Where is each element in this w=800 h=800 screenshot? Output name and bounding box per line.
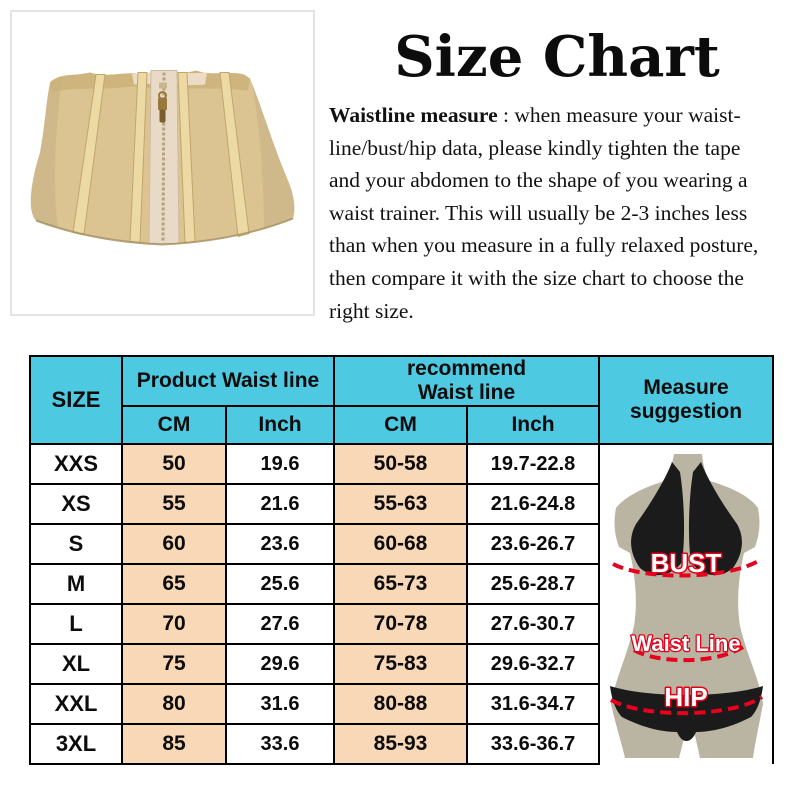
header-product-waistline: Product Waist line (120, 355, 336, 407)
cell-product-inch: 27.6 (224, 603, 336, 645)
text-line: than when you measure in a fully relaxed… (329, 233, 759, 258)
cell-product-inch: 19.6 (224, 443, 336, 485)
instructions-lead: Waistline measure (329, 103, 498, 127)
header-product-inch: Inch (224, 405, 336, 445)
header-measure-line2: suggestion (630, 400, 743, 423)
corset-hem (35, 217, 294, 246)
text-line: and your abdomen to the shape of you wea… (329, 168, 748, 193)
cell-recommend-cm: 85-93 (333, 723, 469, 765)
cell-product-inch: 31.6 (224, 683, 336, 725)
header-size: SIZE (29, 355, 123, 445)
measure-instructions: Waistline measure : when measure your wa… (329, 99, 795, 327)
waist-line (633, 645, 745, 663)
cell-recommend-cm: 55-63 (333, 483, 469, 525)
cell-recommend-inch: 25.6-28.7 (466, 563, 601, 605)
cell-size: XS (29, 483, 123, 525)
cell-size: L (29, 603, 123, 645)
cell-size: M (29, 563, 123, 605)
header-row-1: SIZE Product Waist line recommend Waist … (29, 355, 775, 445)
cell-size: XXL (29, 683, 123, 725)
bust-line (612, 558, 762, 578)
cell-product-inch: 33.6 (224, 723, 336, 765)
header-recommend-line1: recommend (407, 357, 527, 380)
cell-product-cm: 65 (121, 563, 227, 605)
table-row: M 65 25.6 65-73 25.6-28.7 (29, 563, 773, 605)
zipper-pull (159, 109, 166, 123)
body-figure-svg: BUST Waist Line HIP (610, 454, 764, 758)
cell-product-inch: 25.6 (224, 563, 336, 605)
table-row: XS 55 21.6 55-63 21.6-24.8 (29, 483, 773, 525)
zipper-teeth (161, 72, 166, 242)
page-title: Size Chart (394, 24, 720, 90)
cell-product-cm: 70 (121, 603, 227, 645)
cell-recommend-inch: 27.6-30.7 (466, 603, 601, 645)
hip-label: HIP (664, 682, 707, 712)
table-row: XXS 50 19.6 50-58 19.7-22.8 (29, 443, 775, 764)
cell-recommend-cm: 70-78 (333, 603, 469, 645)
cell-size: XL (29, 643, 123, 685)
cell-product-inch: 29.6 (224, 643, 336, 685)
corset-shade-right (250, 78, 295, 230)
cell-recommend-inch: 23.6-26.7 (466, 523, 601, 565)
cell-product-inch: 23.6 (224, 523, 336, 565)
header-recommend-cm: CM (333, 405, 469, 445)
cell-product-cm: 85 (121, 723, 227, 765)
cell-product-cm: 55 (121, 483, 227, 525)
table-row: XL 75 29.6 75-83 29.6-32.7 (29, 643, 773, 685)
instructions-colon: : (497, 103, 515, 127)
header-recommend-waistline: recommend Waist line (333, 355, 601, 407)
cell-size: 3XL (29, 723, 123, 765)
text-line: right size. (329, 298, 414, 323)
text-line: line/bust/hip data, please kindly tighte… (329, 135, 741, 160)
cell-recommend-cm: 80-88 (333, 683, 469, 725)
cell-recommend-cm: 60-68 (333, 523, 469, 565)
product-photo-frame (10, 10, 315, 316)
cell-size: XXS (29, 443, 123, 485)
header-measure-suggestion: Measure suggestion (598, 355, 775, 445)
corset-shade-left (30, 78, 62, 228)
cell-product-cm: 80 (121, 683, 227, 725)
cell-recommend-inch: 21.6-24.8 (466, 483, 601, 525)
cell-recommend-inch: 19.7-22.8 (466, 443, 601, 485)
cell-recommend-cm: 65-73 (333, 563, 469, 605)
header-recommend-inch: Inch (466, 405, 601, 445)
table-row: S 60 23.6 60-68 23.6-26.7 (29, 523, 773, 565)
text-line: Waistline measure : when measure your wa… (329, 99, 795, 132)
header-product-cm: CM (121, 405, 227, 445)
header-recommend-line2: Waist line (417, 381, 516, 404)
waistline-label: Waist Line (631, 631, 740, 656)
waist-trainer-product-image (30, 70, 295, 246)
table-row: L 70 27.6 70-78 27.6-30.7 (29, 603, 773, 645)
hip-line (610, 695, 764, 716)
text-line: then compare it with the size chart to c… (329, 265, 744, 290)
cell-product-cm: 50 (121, 443, 227, 485)
bikini-top-left-cup (631, 462, 685, 576)
cell-recommend-inch: 29.6-32.7 (466, 643, 601, 685)
cell-recommend-inch: 31.6-34.7 (466, 683, 601, 725)
cell-product-cm: 60 (121, 523, 227, 565)
cell-recommend-inch: 33.6-36.7 (466, 723, 601, 765)
zipper-stop (159, 82, 167, 89)
bikini-top-right-cup (688, 462, 742, 576)
table-row: 3XL 85 33.6 85-93 33.6-36.7 (29, 723, 773, 765)
text-line: waist trainer. This will usually be 2-3 … (329, 200, 748, 225)
measure-suggestion-cell: BUST Waist Line HIP (598, 443, 775, 764)
instructions-rest: when measure your waist- (514, 103, 741, 127)
header-row-2: CM Inch CM Inch (30, 405, 773, 445)
size-table: SIZE Product Waist line recommend Waist … (29, 355, 775, 765)
table-row: XXL 80 31.6 80-88 31.6-34.7 (29, 683, 773, 725)
corset-strip (219, 72, 250, 238)
bust-label: BUST (651, 548, 722, 578)
cell-size: S (29, 523, 123, 565)
body-figure-illustration: BUST Waist Line HIP (608, 454, 765, 758)
zipper-slider (158, 97, 167, 111)
cell-product-inch: 21.6 (224, 483, 336, 525)
cell-recommend-cm: 75-83 (333, 643, 469, 685)
cell-product-cm: 75 (121, 643, 227, 685)
cell-recommend-cm: 50-58 (333, 443, 469, 485)
header-measure-line1: Measure (643, 376, 729, 399)
